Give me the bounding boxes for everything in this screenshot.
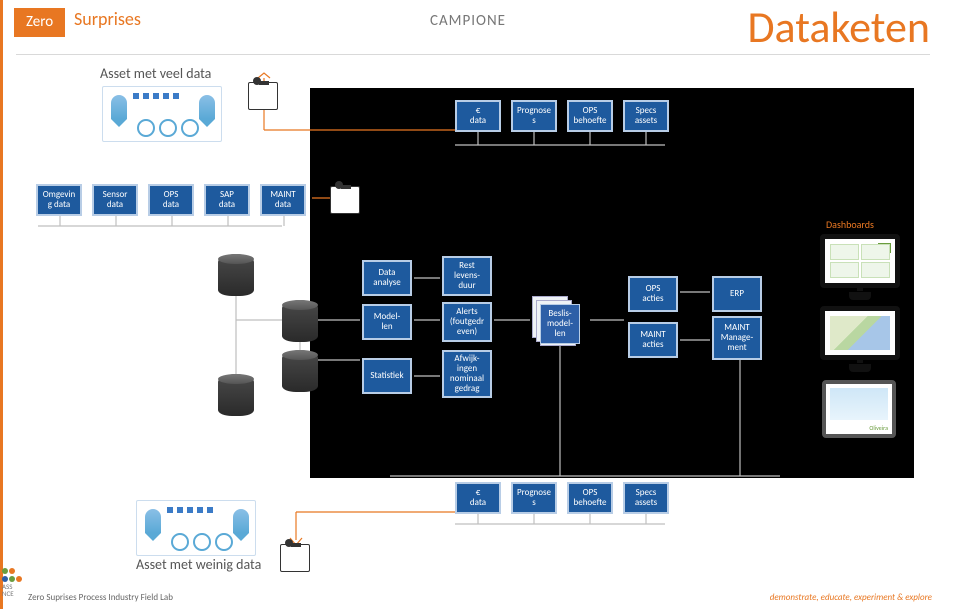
mini-asset-bottom: [136, 500, 256, 556]
box-specs-bot: Specs assets: [623, 482, 669, 514]
box-sensor: Sensor data: [92, 184, 138, 216]
box-ops-behoefte-bot: OPS behoefte: [567, 482, 613, 514]
asset-bottom-label: Asset met weinig data: [136, 556, 261, 573]
box-data-analyse: Data analyse: [362, 260, 412, 296]
db-icon: [282, 350, 318, 392]
box-prognose-bot: Prognose s: [511, 482, 557, 514]
db-icon: [282, 300, 318, 342]
box-modellen: Model- len: [362, 304, 412, 340]
box-maint-mgmt: MAINT Manage- ment: [712, 316, 762, 360]
box-rest-levensduur: Rest levens- duur: [442, 256, 492, 296]
zero-badge: Zero: [14, 8, 65, 37]
page-title: Dataketen: [747, 0, 930, 54]
box-ops-data: OPS data: [148, 184, 194, 216]
dashboards-label: Dashboards: [826, 218, 874, 231]
box-prognose-top: Prognose s: [511, 100, 557, 132]
box-eur-data-bot: € data: [455, 482, 501, 514]
monitor-map: [820, 306, 900, 360]
box-specs-top: Specs assets: [623, 100, 669, 132]
scada-icon-bottom: [280, 544, 310, 572]
logo-icon: ASS NCE: [2, 568, 28, 597]
footer-left: Zero Suprises Process Industry Field Lab: [28, 592, 173, 603]
box-maint-data: MAINT data: [260, 184, 306, 216]
scada-icon-top: [248, 82, 278, 110]
box-maint-acties: MAINT acties: [628, 322, 678, 358]
box-ops-acties: OPS acties: [628, 276, 678, 312]
box-omgeving: Omgevin g data: [36, 184, 82, 216]
footer-right: demonstrate, educate, experiment & explo…: [770, 592, 932, 603]
campione-label: CAMPIONE: [430, 12, 506, 30]
box-afwijkingen: Afwijk- ingen nominaal gedrag: [442, 350, 492, 398]
mini-asset-top: [102, 86, 222, 142]
db-icon: [218, 374, 254, 416]
tablet-bottom: Oliveira: [822, 380, 896, 438]
monitor-ims: IMS: [820, 234, 900, 288]
box-statistiek: Statistiek: [362, 358, 412, 394]
box-erp: ERP: [712, 276, 762, 312]
asset-top-label: Asset met veel data: [100, 65, 211, 82]
box-beslis: Beslis- model- len: [540, 304, 580, 344]
surprises-label: Surprises: [74, 8, 141, 30]
box-ops-behoefte-top: OPS behoefte: [567, 100, 613, 132]
db-icon: [218, 254, 254, 296]
box-alerts: Alerts (foutgedr even): [442, 302, 492, 342]
scada-icon-sources: [330, 186, 360, 214]
box-eur-data-top: € data: [455, 100, 501, 132]
box-sap-data: SAP data: [204, 184, 250, 216]
